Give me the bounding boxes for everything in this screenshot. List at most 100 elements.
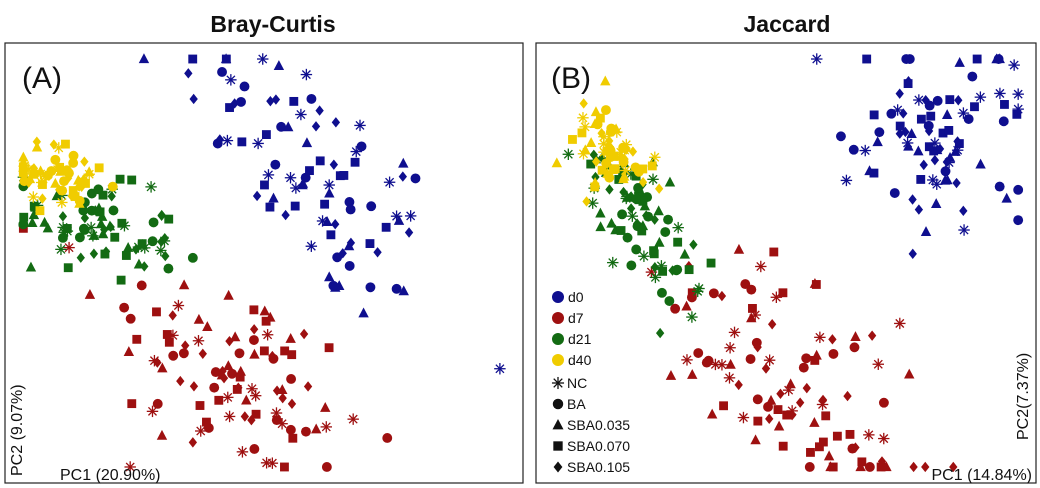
data-point-d21-square	[706, 258, 716, 268]
legend-label: BA	[567, 396, 586, 412]
data-point-d0-circle	[365, 282, 376, 293]
data-point-d0-triangle	[1001, 192, 1012, 203]
data-point-d0-square	[261, 130, 271, 139]
data-point-d21-circle	[78, 205, 89, 216]
data-point-d21-circle	[187, 252, 198, 263]
data-point-d7-diamond	[176, 375, 185, 387]
data-point-d7-circle	[708, 288, 719, 299]
data-point-d0-square	[916, 175, 926, 184]
data-point-d0-square	[339, 171, 349, 180]
data-point-d7-diamond	[776, 388, 785, 400]
data-point-d0-circle	[901, 54, 912, 64]
legend-item-NC: NC	[551, 375, 587, 391]
data-point-d21-asterisk	[607, 256, 619, 269]
legend-item-SBA0.105: SBA0.105	[553, 459, 630, 475]
legend-item-d0: d0	[552, 289, 584, 305]
data-point-d7-circle	[798, 362, 809, 373]
data-point-d7-asterisk	[249, 389, 262, 402]
data-point-d7-circle	[745, 354, 756, 364]
data-point-d7-square	[782, 410, 792, 420]
data-point-d0-diamond	[952, 177, 961, 189]
data-point-d21-circle	[74, 232, 85, 243]
data-point-d21-asterisk	[145, 181, 157, 193]
data-point-d21-asterisk	[655, 260, 668, 272]
data-point-d7-diamond	[303, 381, 313, 392]
legend-item-BA: BA	[552, 396, 586, 412]
data-point-d21-triangle	[27, 217, 38, 228]
legend-marker-square	[553, 441, 563, 451]
data-point-d0-asterisk	[225, 74, 237, 86]
data-point-d40-circle	[74, 195, 85, 206]
chart-title-b: Jaccard	[744, 11, 831, 37]
data-point-d7-square	[280, 462, 289, 472]
data-point-d7-triangle	[665, 369, 677, 380]
data-point-d0-square	[237, 137, 247, 147]
data-point-d7-asterisk	[724, 342, 736, 354]
data-point-d7-triangle	[809, 416, 820, 427]
data-point-d40-diamond	[32, 136, 42, 147]
data-point-d40-circle	[630, 162, 641, 173]
data-point-d40-triangle	[580, 144, 591, 155]
data-point-d21-square	[116, 275, 126, 285]
data-point-d7-diamond	[921, 461, 930, 473]
data-point-d0-square	[972, 54, 982, 64]
data-point-d7-square	[773, 405, 783, 415]
data-point-d21-triangle	[679, 248, 690, 259]
legend-label: d21	[568, 331, 592, 347]
data-point-d0-triangle	[941, 109, 953, 119]
data-point-d0-asterisk	[383, 176, 396, 188]
data-point-d0-square	[903, 79, 913, 89]
legend: d0 d7 d21 d40 NC BA SBA0.035 SBA0.070 SBA0.105	[551, 289, 630, 475]
data-point-d0-circle	[924, 100, 935, 111]
data-point-d7-triangle	[825, 461, 836, 472]
data-point-d40-triangle	[590, 106, 602, 117]
data-point-d7-asterisk	[261, 329, 274, 341]
data-point-d0-asterisk	[494, 363, 506, 375]
data-point-d0-triangle	[297, 177, 309, 188]
data-point-d0-asterisk	[262, 169, 275, 181]
data-point-d7-asterisk	[172, 299, 185, 312]
data-point-d7-square	[132, 334, 142, 344]
data-point-d7-square	[814, 442, 824, 452]
data-point-d7-circle	[227, 368, 237, 379]
data-point-d0-triangle	[268, 192, 279, 203]
data-point-d7-square	[249, 305, 259, 315]
data-point-d40-square	[29, 169, 39, 179]
data-point-d40-diamond	[80, 156, 89, 167]
y-axis-label-b: PC2(7.37%)	[1015, 353, 1032, 440]
data-point-d7-circle	[740, 279, 751, 290]
data-point-d7-triangle	[84, 289, 96, 299]
data-point-d7-square	[259, 346, 269, 356]
data-point-d0-square	[225, 103, 234, 112]
data-point-d0-triangle	[283, 121, 294, 132]
legend-swatch	[552, 312, 564, 324]
data-point-d7-triangle	[235, 365, 246, 376]
data-point-d0-triangle	[913, 145, 924, 156]
data-point-d7-circle	[249, 335, 259, 345]
data-point-d40-circle	[61, 165, 72, 176]
data-point-d7-circle	[849, 342, 860, 353]
data-point-d7-circle	[234, 348, 245, 359]
data-point-d7-asterisk	[222, 391, 234, 404]
data-point-d0-asterisk	[354, 119, 366, 132]
data-point-d40-asterisk	[77, 175, 89, 187]
data-point-d0-square	[326, 230, 336, 240]
data-point-d21-circle	[664, 296, 675, 306]
data-point-d40-square	[568, 135, 577, 144]
data-point-d21-diamond	[655, 327, 665, 339]
data-point-d21-circle	[660, 227, 671, 237]
data-point-d40-diamond	[597, 128, 606, 139]
data-point-d0-diamond	[252, 190, 262, 202]
data-point-d7-square	[818, 437, 828, 447]
data-point-d21-square	[115, 174, 125, 184]
data-point-d0-diamond	[959, 205, 968, 217]
data-point-d21-circle	[148, 217, 159, 228]
data-point-d7-square	[687, 288, 697, 298]
data-point-d0-asterisk	[974, 91, 987, 103]
data-point-d21-asterisk	[672, 221, 684, 234]
data-point-d40-diamond	[579, 98, 588, 109]
data-point-d21-triangle	[51, 190, 63, 201]
data-point-d21-square	[110, 232, 120, 242]
data-point-d0-circle	[217, 67, 227, 77]
data-point-d7-square	[876, 462, 886, 472]
